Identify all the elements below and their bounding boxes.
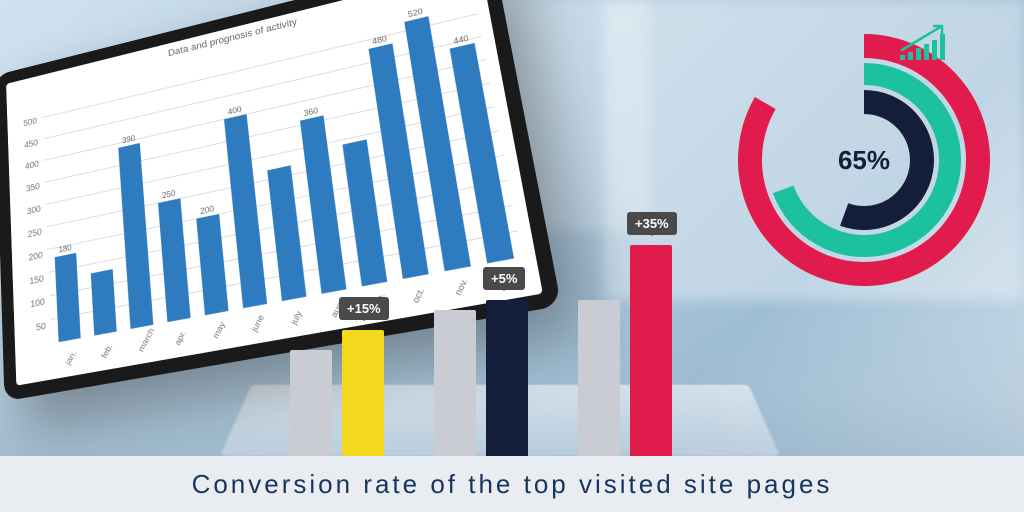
cluster-bar	[434, 310, 476, 460]
gauge-value: 65%	[838, 145, 890, 176]
svg-text:250: 250	[162, 189, 177, 201]
cluster-bar	[290, 350, 332, 460]
cluster-bar-chart: +15%+5%+35%	[290, 220, 690, 460]
caption-bar: Conversion rate of the top visited site …	[0, 456, 1024, 512]
svg-text:180: 180	[58, 243, 72, 255]
cluster-bar	[630, 245, 672, 460]
svg-text:390: 390	[122, 134, 136, 146]
caption-text: Conversion rate of the top visited site …	[192, 469, 833, 500]
svg-text:480: 480	[372, 34, 388, 46]
cluster-delta-tag: +35%	[627, 212, 677, 235]
gauge-center: 65%	[734, 30, 994, 290]
svg-text:400: 400	[227, 105, 242, 117]
svg-text:360: 360	[303, 106, 319, 118]
cluster-delta-tag: +15%	[339, 297, 389, 320]
growth-icon	[898, 20, 954, 60]
svg-text:200: 200	[200, 204, 215, 216]
cluster-bar	[578, 300, 620, 460]
cluster-bar	[342, 330, 384, 460]
infographic-stage: Data and prognosis of activity 501001502…	[0, 0, 1024, 512]
cluster-delta-tag: +5%	[483, 267, 525, 290]
cluster-bar	[486, 300, 528, 460]
svg-text:440: 440	[453, 33, 470, 46]
radial-gauge: 65%	[734, 30, 994, 290]
svg-text:520: 520	[407, 7, 424, 19]
